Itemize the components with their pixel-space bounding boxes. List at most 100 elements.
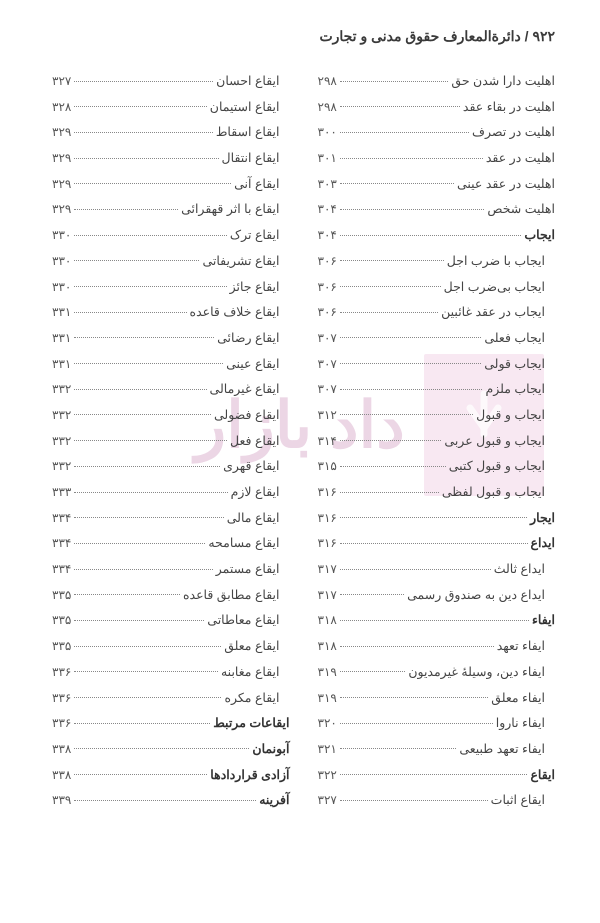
toc-row: ایقاع رضائی۳۳۱	[52, 332, 290, 345]
toc-row: ایجاب فعلی۳۰۷	[318, 332, 556, 345]
toc-page-number: ۳۳۳	[52, 486, 71, 498]
toc-row: ایقاع استیمان۳۲۸	[52, 101, 290, 114]
toc-leader-dots	[74, 158, 218, 159]
toc-label: ایداع	[531, 537, 555, 550]
toc-row: ایقاع خلاف قاعده۳۳۱	[52, 306, 290, 319]
toc-row: آزادی قراردادها۳۳۸	[52, 769, 290, 782]
header-separator: /	[521, 28, 533, 44]
toc-leader-dots	[74, 620, 204, 621]
toc-leader-dots	[340, 337, 482, 338]
toc-label: ایقاع غیرمالی	[210, 383, 290, 396]
toc-leader-dots	[74, 286, 226, 287]
toc-row: ایفاء دین، وسیلهٔ غیرمدیون۳۱۹	[318, 666, 556, 679]
toc-row: ایفاء ناروا۳۲۰	[318, 717, 556, 730]
toc-page-number: ۳۳۸	[52, 769, 71, 781]
toc-page-number: ۳۱۸	[318, 640, 337, 652]
toc-leader-dots	[340, 235, 522, 236]
toc-leader-dots	[340, 492, 439, 493]
toc-label: ایقاع اسقاط	[216, 126, 290, 139]
toc-leader-dots	[74, 569, 212, 570]
toc-row: ایقاع مسامحه۳۳۴	[52, 537, 290, 550]
toc-label: ایجاب با ضرب اجل	[447, 255, 555, 268]
toc-row: ایقاعات مرتبط۳۳۶	[52, 717, 290, 730]
toc-row: ایجاب و قبول کتبی۳۱۵	[318, 460, 556, 473]
toc-label: آبونمان	[252, 743, 289, 756]
toc-row: ایقاع مغابنه۳۳۶	[52, 666, 290, 679]
toc-leader-dots	[74, 543, 205, 544]
toc-leader-dots	[340, 466, 446, 467]
toc-label: ایقاع با اثر قهقرائی	[181, 203, 289, 216]
toc-page-number: ۳۰۴	[318, 229, 337, 241]
toc-row: ایداع۳۱۶	[318, 537, 556, 550]
toc-page-number: ۳۳۰	[52, 281, 71, 293]
toc-label: اهلیت در عقد	[486, 152, 555, 165]
toc-leader-dots	[340, 312, 438, 313]
toc-label: ایفاء ناروا	[496, 717, 555, 730]
toc-page-number: ۳۳۶	[52, 666, 71, 678]
toc-page-number: ۳۰۱	[318, 152, 337, 164]
toc-leader-dots	[340, 106, 460, 107]
toc-page-number: ۳۳۵	[52, 589, 71, 601]
page-header: ۹۲۲ / دائرةالمعارف حقوق مدنی و تجارت	[52, 28, 555, 45]
toc-leader-dots	[340, 363, 481, 364]
toc-row: ایقاع لازم ۳۳۳	[52, 486, 290, 499]
toc-column-left: ایقاع احسان۳۲۷ایقاع استیمان۳۲۸ایقاع اسقا…	[52, 75, 290, 880]
toc-row: ایجاب و قبول۳۱۲	[318, 409, 556, 422]
toc-columns: اهلیت دارا شدن حق۲۹۸اهلیت در بقاء عقد۲۹۸…	[52, 75, 555, 880]
toc-label: ایجاب و قبول کتبی	[449, 460, 555, 473]
toc-leader-dots	[74, 209, 178, 210]
toc-row: ایقاع با اثر قهقرائی ۳۲۹	[52, 203, 290, 216]
toc-page-number: ۳۲۸	[52, 101, 71, 113]
toc-label: اهلیت در تصرف	[472, 126, 555, 139]
book-title: دائرةالمعارف حقوق مدنی و تجارت	[319, 28, 520, 44]
toc-label: ایقاع عینی	[226, 358, 289, 371]
toc-label: ایقاع تشریفاتی	[202, 255, 289, 268]
toc-row: ایجاب ملزم۳۰۷	[318, 383, 556, 396]
toc-row: آفرینه۳۳۹	[52, 794, 290, 807]
toc-label: ایقاع فعل	[230, 435, 290, 448]
toc-page-number: ۳۱۶	[318, 486, 337, 498]
toc-row: اهلیت دارا شدن حق۲۹۸	[318, 75, 556, 88]
toc-leader-dots	[340, 620, 529, 621]
toc-page-number: ۳۲۹	[52, 178, 71, 190]
toc-leader-dots	[340, 569, 491, 570]
toc-label: ایداع دین به صندوق رسمی	[407, 589, 555, 602]
toc-label: ایداع ثالث	[494, 563, 555, 576]
toc-row: ایداع ثالث۳۱۷	[318, 563, 556, 576]
toc-page-number: ۳۳۲	[52, 460, 71, 472]
toc-label: ایفاء تعهد	[497, 640, 555, 653]
toc-label: ایقاع رضائی	[217, 332, 289, 345]
toc-leader-dots	[340, 697, 488, 698]
toc-leader-dots	[74, 312, 186, 313]
toc-leader-dots	[340, 81, 449, 82]
toc-page-number: ۳۲۱	[318, 743, 337, 755]
toc-row: ایجاب قولی۳۰۷	[318, 358, 556, 371]
toc-label: ایقاع	[530, 769, 555, 782]
toc-page-number: ۳۰۶	[318, 255, 337, 267]
toc-page-number: ۳۲۷	[318, 794, 337, 806]
toc-row: ایقاع فعل۳۳۲	[52, 435, 290, 448]
toc-page-number: ۳۰۴	[318, 203, 337, 215]
toc-label: ایجاب و قبول عربی	[444, 435, 555, 448]
toc-leader-dots	[340, 748, 456, 749]
page-number: ۹۲۲	[532, 28, 555, 44]
toc-label: ایقاع مطابق قاعده	[183, 589, 290, 602]
toc-label: ایقاع معلق	[224, 640, 289, 653]
toc-page-number: ۳۳۴	[52, 512, 71, 524]
toc-page-number: ۲۹۸	[318, 101, 337, 113]
toc-leader-dots	[74, 440, 227, 441]
toc-leader-dots	[74, 723, 210, 724]
toc-label: ایقاع لازم	[231, 486, 290, 499]
toc-page-number: ۳۱۴	[318, 435, 337, 447]
toc-page-number: ۳۰۷	[318, 332, 337, 344]
toc-row: ایقاع ترک۳۳۰	[52, 229, 290, 242]
toc-row: ایداع دین به صندوق رسمی۳۱۷	[318, 589, 556, 602]
toc-row: ایقاع مالی۳۳۴	[52, 512, 290, 525]
toc-leader-dots	[340, 389, 483, 390]
toc-leader-dots	[340, 209, 485, 210]
toc-row: ایفاء تعهد ۳۱۸	[318, 640, 556, 653]
toc-row: اهلیت در تصرف۳۰۰	[318, 126, 556, 139]
toc-page-number: ۳۲۹	[52, 203, 71, 215]
toc-label: ایقاع جائز	[230, 281, 290, 294]
toc-row: ایقاع فضولی۳۳۲	[52, 409, 290, 422]
